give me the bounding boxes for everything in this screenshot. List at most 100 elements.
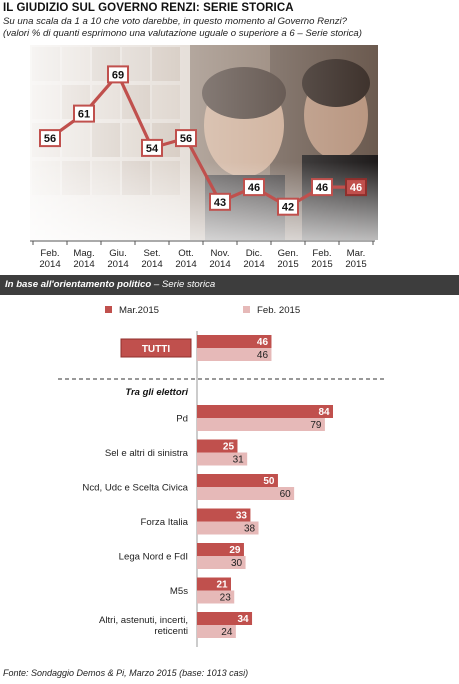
data-label: 56 — [44, 133, 56, 145]
source-footer: Fonte: Sondaggio Demos & Pi, Marzo 2015 … — [3, 668, 249, 678]
x-tick-label: Nov. 2014 — [209, 248, 231, 270]
data-point: 54 — [141, 138, 163, 157]
data-label: 54 — [146, 143, 159, 155]
data-point: 46 — [345, 178, 367, 197]
category-row: Sel e altri di sinistra 25 31 — [105, 439, 248, 466]
data-label: 56 — [180, 133, 192, 145]
data-point: 56 — [39, 129, 61, 148]
category-row: Pd 84 79 — [176, 405, 333, 431]
legend-swatch — [243, 306, 250, 313]
data-label: 43 — [214, 197, 226, 209]
category-label: M5s — [170, 586, 188, 597]
bar-value-label: 60 — [280, 489, 292, 500]
data-point-box — [107, 65, 129, 84]
data-label: 42 — [282, 202, 294, 214]
subtitle-note: (valori % di quanti esprimono una valuta… — [3, 28, 362, 39]
category-label: Lega Nord e FdI — [119, 552, 188, 563]
total-badge — [120, 338, 192, 358]
section-band — [0, 275, 459, 295]
photo-collage-art — [30, 45, 378, 240]
bar-value-label: 25 — [223, 442, 235, 453]
x-tick-label: Dic. 2014 — [243, 248, 265, 270]
bar-mar-2015 — [197, 543, 244, 556]
bar-mar-2015 — [197, 474, 278, 487]
total-label: TUTTI — [142, 344, 171, 355]
bar-value-label: 30 — [231, 558, 243, 569]
bar-value-label: 21 — [216, 580, 228, 591]
bar-mar-2015 — [197, 335, 272, 348]
bar-feb-2015 — [197, 521, 259, 535]
bar-mar-2015 — [197, 577, 231, 591]
data-label: 61 — [78, 109, 90, 121]
category-label: Altri, astenuti, incerti, reticenti — [99, 615, 188, 637]
bar-feb-2015 — [197, 590, 235, 604]
bar-value-label: 24 — [221, 627, 233, 638]
x-tick-label: Giu. 2014 — [107, 248, 129, 270]
x-tick-label: Mag. 2014 — [73, 248, 95, 270]
data-point-box — [311, 178, 333, 197]
category-row: Altri, astenuti, incerti, reticenti 34 24 — [99, 612, 253, 638]
bar-mar-2015 — [197, 612, 253, 625]
legend-item: Mar.2015 — [105, 305, 159, 316]
data-point-box — [243, 178, 265, 197]
bar-value-label: 50 — [263, 476, 275, 487]
bar-feb-2015 — [197, 556, 246, 569]
bar-value-label: 31 — [233, 455, 245, 466]
data-point-box — [141, 138, 163, 157]
section-band-text: In base all'orientamento politico – Seri… — [5, 279, 215, 290]
category-label: Pd — [176, 414, 188, 425]
section-band-rest: – Serie storica — [151, 279, 216, 290]
bar-value-label: 79 — [310, 420, 322, 431]
bar-value-label: 38 — [244, 524, 256, 535]
chart-title: IL GIUDIZIO SUL GOVERNO RENZI: SERIE STO… — [3, 2, 294, 14]
data-point-box — [277, 197, 299, 216]
category-row: Lega Nord e FdI 29 30 — [119, 543, 246, 569]
data-point-box — [345, 178, 367, 197]
data-point: 61 — [73, 104, 95, 123]
bar-value-label: 34 — [237, 614, 249, 625]
series-line — [49, 72, 356, 209]
data-point-box — [73, 104, 95, 123]
category-label: Ncd, Udc e Scelta Civica — [82, 483, 188, 494]
section-band-bold: In base all'orientamento politico — [5, 279, 152, 290]
bar-feb-2015 — [197, 487, 295, 500]
chart-subtitle: Su una scala da 1 a 10 che voto darebbe,… — [3, 16, 458, 40]
x-tick-label: Ott. 2014 — [175, 248, 197, 270]
data-point: 43 — [209, 192, 231, 211]
legend-label: Feb. 2015 — [257, 305, 300, 316]
x-tick-label: Mar. 2015 — [345, 248, 366, 270]
bar-feb-2015 — [197, 348, 272, 361]
bar-value-label: 33 — [236, 511, 248, 522]
data-label: 69 — [112, 69, 124, 81]
category-row: M5s 21 23 — [170, 577, 235, 604]
photo-collage-background — [30, 45, 378, 240]
x-tick-label: Set. 2014 — [141, 248, 163, 270]
line-chart: 56 61 69 54 56 43 46 42 46 46 Feb. 2014 Mag. 2014 Giu… — [30, 65, 375, 270]
data-point-box — [209, 192, 231, 211]
category-row: Forza Italia 33 38 — [141, 508, 259, 535]
bar-value-label: 46 — [257, 337, 269, 348]
bar-feb-2015 — [197, 625, 236, 638]
legend-item: Feb. 2015 — [243, 305, 300, 316]
bar-value-label: 84 — [318, 407, 330, 418]
group-label: Tra gli elettori — [125, 387, 188, 398]
bar-mar-2015 — [197, 439, 238, 453]
category-label: Sel e altri di sinistra — [105, 448, 189, 459]
data-label: 46 — [248, 182, 260, 194]
data-point-box — [39, 129, 61, 148]
data-label: 46 — [316, 182, 328, 194]
bar-mar-2015 — [197, 508, 251, 522]
bar-value-label: 46 — [257, 350, 269, 361]
category-label: Forza Italia — [141, 517, 189, 528]
data-point: 46 — [311, 178, 333, 197]
total-row: TUTTI 46 46 — [120, 335, 272, 361]
bar-chart: Mar.2015 Feb. 2015 TUTTI 46 46 Tra gli elet… — [58, 305, 385, 647]
data-point: 69 — [107, 65, 129, 84]
subtitle-question: Su una scala da 1 a 10 che voto darebbe,… — [3, 16, 347, 27]
bar-feb-2015 — [197, 418, 325, 431]
bar-value-label: 29 — [229, 545, 241, 556]
x-tick-label: Feb. 2014 — [39, 248, 61, 270]
legend-swatch — [105, 306, 112, 313]
bar-mar-2015 — [197, 405, 333, 418]
data-point: 56 — [175, 129, 197, 148]
